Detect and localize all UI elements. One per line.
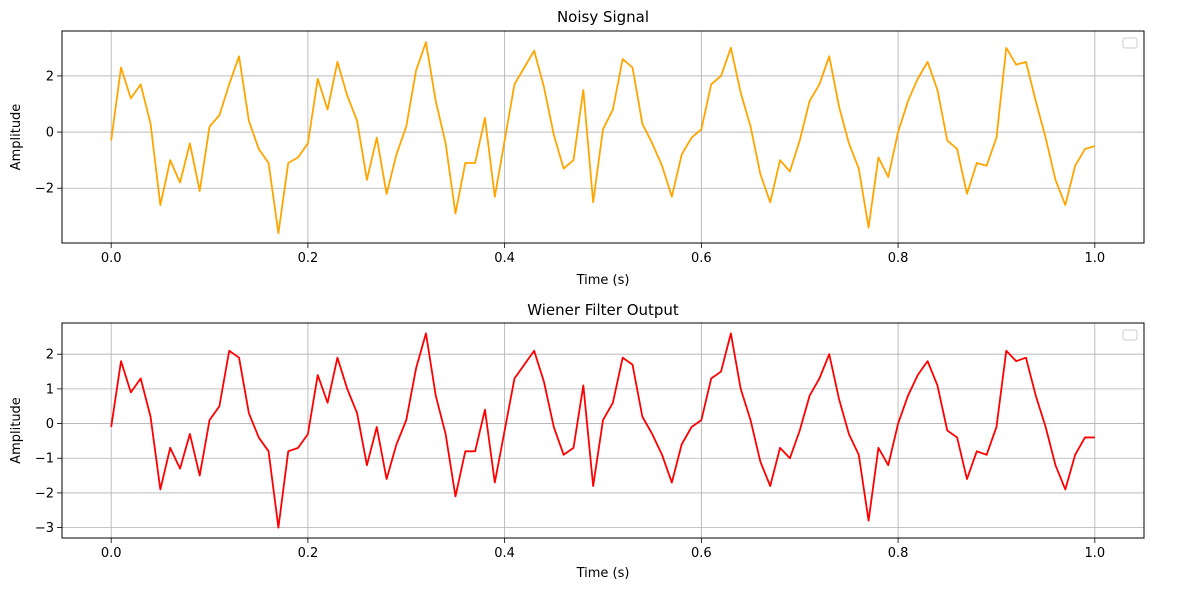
x-tick-label: 0.2: [298, 546, 319, 561]
y-tick-label: 0: [46, 126, 54, 141]
y-tick-label: −3: [35, 521, 54, 536]
x-tick-label: 1.0: [1084, 251, 1105, 266]
y-tick-label: 2: [46, 69, 54, 84]
ticks: 0.0 0.2 0.4 0.6 0.8 1.0 −3 −2 −1 0 1 2: [35, 348, 1105, 561]
y-tick-label: −1: [35, 452, 54, 467]
x-tick-label: 0.0: [101, 546, 122, 561]
plot-frame: [61, 30, 1145, 244]
noisy-signal-plot: 0.0 0.2 0.4 0.6 0.8 1.0 −2 0 2 Noisy Signal Time…: [9, 8, 1145, 288]
series-line: [110, 332, 1095, 529]
series-line: [110, 41, 1096, 235]
y-tick-label: −2: [35, 486, 54, 501]
legend-box: [1122, 37, 1138, 49]
grid: [62, 31, 1144, 243]
wiener-output-series: [110, 332, 1095, 529]
y-axis-label: Amplitude: [9, 104, 24, 171]
y-tick-label: 2: [46, 348, 54, 363]
chart-title: Noisy Signal: [557, 8, 649, 26]
x-tick-label: 1.0: [1084, 546, 1105, 561]
y-tick-label: −2: [35, 182, 54, 197]
x-axis-label: Time (s): [576, 566, 630, 581]
x-tick-label: 0.4: [494, 546, 515, 561]
x-tick-label: 0.8: [888, 251, 909, 266]
x-tick-label: 0.6: [691, 546, 712, 561]
y-tick-label: 0: [46, 417, 54, 432]
y-tick-label: 1: [46, 382, 54, 397]
x-tick-label: 0.6: [691, 251, 712, 266]
y-axis-label: Amplitude: [9, 397, 24, 464]
x-tick-label: 0.4: [494, 251, 515, 266]
x-tick-label: 0.2: [298, 251, 319, 266]
grid: [62, 323, 1144, 538]
x-axis-label: Time (s): [576, 273, 630, 288]
legend-box: [1122, 329, 1138, 341]
noisy-signal-series: [110, 41, 1096, 235]
wiener-filter-plot: 0.0 0.2 0.4 0.6 0.8 1.0 −3 −2 −1 0 1 2 Wiener Filte…: [9, 301, 1145, 581]
x-tick-label: 0.0: [101, 251, 122, 266]
chart-title: Wiener Filter Output: [527, 301, 679, 319]
plot-frame: [61, 322, 1145, 539]
ticks: 0.0 0.2 0.4 0.6 0.8 1.0 −2 0 2: [35, 69, 1105, 266]
x-tick-label: 0.8: [888, 546, 909, 561]
